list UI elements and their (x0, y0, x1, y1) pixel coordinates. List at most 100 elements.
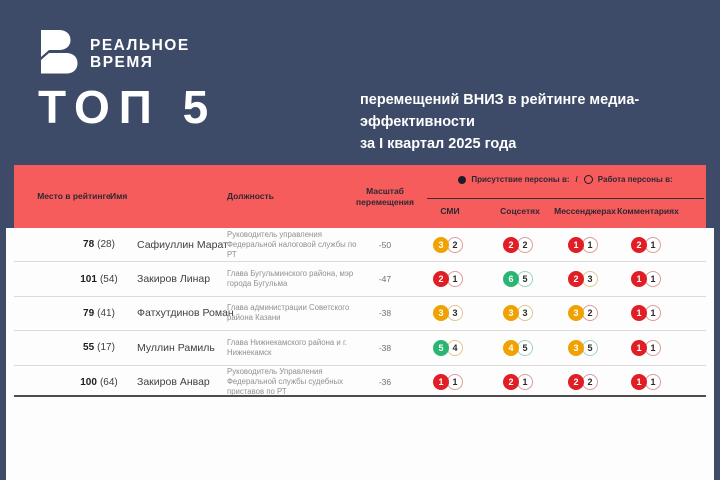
presence-dot-icon (458, 175, 467, 184)
rank-current: 55 (83, 342, 95, 354)
work-badge: 1 (645, 236, 661, 253)
brand-name-line1: РЕАЛЬНОЕ (90, 36, 190, 54)
work-badge: 1 (447, 374, 463, 391)
presence-badge: 2 (568, 374, 584, 391)
work-badge: 1 (645, 339, 661, 356)
header-divider (427, 198, 704, 199)
name-cell: Муллин Рамиль (137, 341, 215, 354)
position-cell: Глава администрации Советского района Ка… (227, 303, 350, 323)
table-panel (6, 228, 714, 480)
rank-cell: 55 (17) (44, 331, 154, 364)
position-cell: Глава Бугульминского района, мэр города … (227, 268, 354, 289)
work-badge: 1 (645, 374, 661, 391)
work-badge: 2 (582, 305, 598, 322)
position-cell: Руководитель управления Федеральной нало… (227, 229, 357, 259)
presence-badge: 4 (503, 339, 519, 356)
table-row: 78 (28) Сафиуллин Марат Руководитель упра… (14, 228, 706, 263)
position-cell: Руководитель Управления Федеральной служ… (227, 367, 344, 397)
work-badge: 3 (517, 305, 533, 322)
brand-mark-icon (40, 29, 80, 79)
position-cell: Глава Нижнекамского района и г. Нижнекам… (227, 337, 348, 357)
page-subtitle-line2: за I квартал 2025 года (360, 135, 517, 152)
presence-badge: 2 (568, 271, 584, 288)
presence-badge: 1 (631, 374, 647, 391)
work-badge: 1 (582, 236, 598, 253)
work-badge: 2 (582, 374, 598, 391)
presence-badge: 2 (503, 236, 519, 253)
presence-badge: 3 (433, 305, 449, 322)
brand-name-line2: ВРЕМЯ (90, 54, 154, 71)
work-badge: 1 (645, 271, 661, 288)
presence-badge: 3 (568, 339, 584, 356)
table-bottom-border (14, 395, 706, 397)
work-badge: 2 (447, 236, 463, 253)
rank-cell: 100 (64) (44, 366, 154, 399)
presence-badge: 1 (631, 305, 647, 322)
rank-previous: (41) (97, 307, 115, 319)
work-badge: 4 (447, 339, 463, 356)
table-body: 78 (28) Сафиуллин Марат Руководитель упра… (14, 228, 706, 399)
work-badge: 1 (447, 271, 463, 288)
name-cell: Закиров Линар (137, 273, 211, 286)
presence-badge: 1 (631, 339, 647, 356)
page-title: ТОП 5 (38, 81, 218, 133)
column-header-socseti: Соцсетях (500, 206, 540, 216)
scale-cell: -47 (378, 274, 392, 285)
column-header-comments: Комментариях (617, 206, 679, 216)
scale-cell: -36 (378, 377, 392, 388)
scale-cell: -38 (378, 308, 392, 319)
name-cell: Закиров Анвар (137, 376, 210, 389)
column-header-smi: СМИ (440, 206, 460, 216)
page-subtitle: перемещений ВНИЗ в рейтинге медиа-эффект… (360, 90, 708, 155)
work-circle-icon (583, 175, 593, 184)
presence-badge: 3 (433, 236, 449, 253)
work-badge: 5 (517, 271, 533, 288)
legend-presence-label: Присутствие персоны в: (471, 175, 570, 184)
rank-cell: 79 (41) (44, 297, 154, 330)
work-badge: 5 (517, 339, 533, 356)
rank-previous: (17) (97, 342, 115, 354)
work-badge: 5 (582, 339, 598, 356)
rank-current: 78 (83, 239, 95, 251)
brand-logo: РЕАЛЬНОЕ ВРЕМЯ (40, 29, 190, 79)
work-badge: 2 (517, 236, 533, 253)
column-header-name: Имя (110, 191, 128, 202)
rank-cell: 101 (54) (44, 262, 154, 295)
rank-current: 101 (80, 273, 97, 285)
table-header: Место в рейтинге Имя Должность Масштаб п… (14, 165, 706, 228)
presence-badge: 3 (503, 305, 519, 322)
rank-cell: 78 (28) (44, 228, 154, 261)
name-cell: Фатхутдинов Роман (137, 307, 234, 320)
rank-previous: (64) (99, 376, 118, 388)
presence-badge: 6 (503, 271, 519, 288)
presence-badge: 3 (568, 305, 584, 322)
presence-badge: 5 (433, 339, 449, 356)
rank-current: 100 (80, 376, 97, 388)
presence-badge: 2 (433, 271, 449, 288)
scale-cell: -38 (378, 342, 392, 353)
presence-badge: 1 (433, 374, 449, 391)
table-row: 79 (41) Фатхутдинов Роман Глава администр… (14, 297, 706, 332)
scale-cell: -50 (378, 239, 392, 250)
legend-separator: / (575, 175, 578, 184)
legend: Присутствие персоны в: / Работа персоны … (427, 175, 704, 184)
table-row: 101 (54) Закиров Линар Глава Бугульминско… (14, 262, 706, 297)
work-badge: 3 (582, 271, 598, 288)
